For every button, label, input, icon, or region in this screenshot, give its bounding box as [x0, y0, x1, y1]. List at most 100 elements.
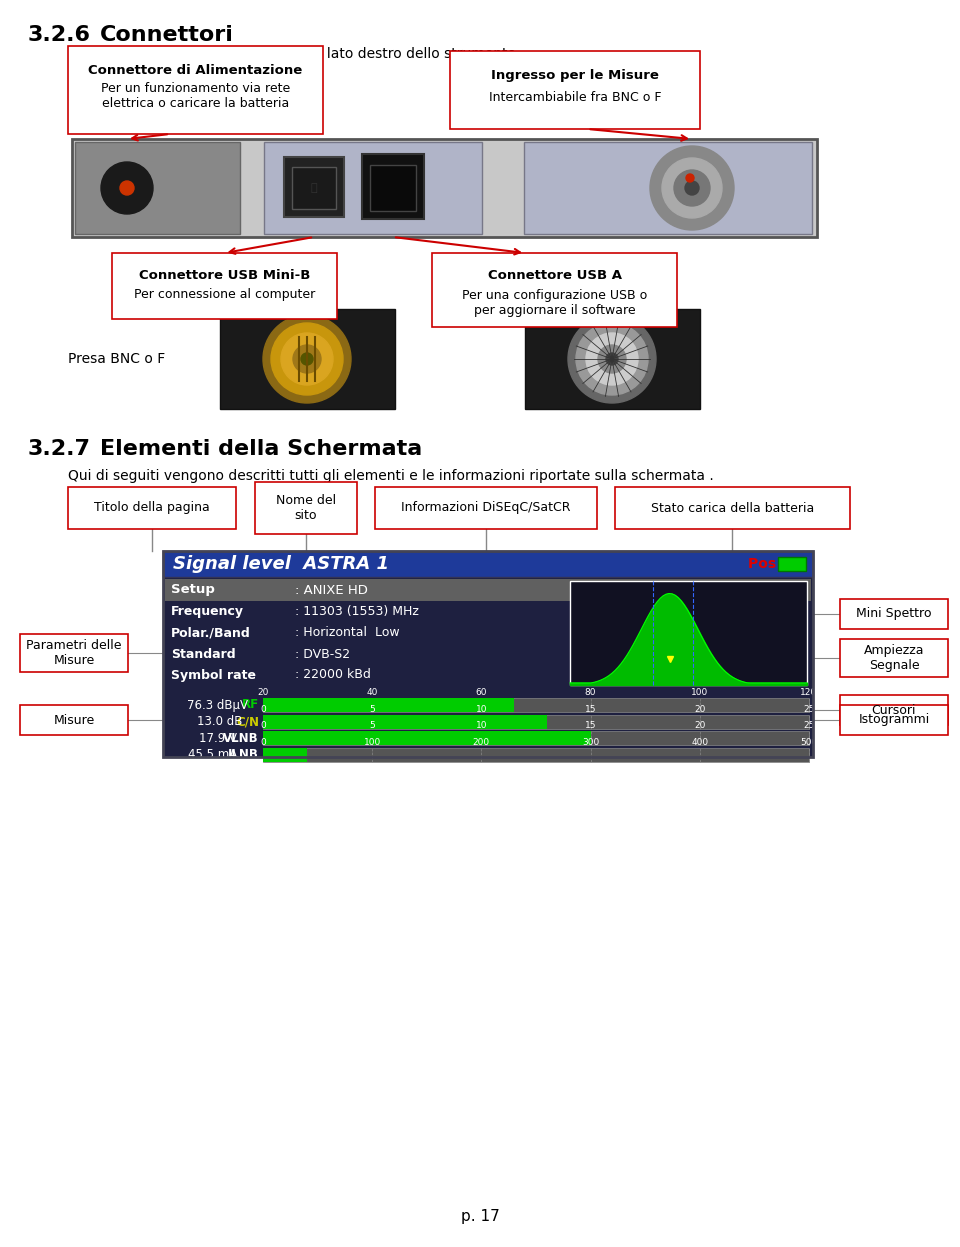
FancyBboxPatch shape [778, 557, 806, 571]
FancyBboxPatch shape [292, 167, 336, 209]
Text: : ANIXE HD: : ANIXE HD [295, 584, 368, 596]
Text: 13.0 dB: 13.0 dB [197, 716, 243, 728]
FancyBboxPatch shape [255, 483, 357, 534]
Text: Frequency: Frequency [171, 606, 244, 619]
FancyBboxPatch shape [284, 157, 344, 217]
FancyBboxPatch shape [68, 46, 323, 133]
FancyBboxPatch shape [72, 138, 817, 237]
FancyBboxPatch shape [375, 488, 597, 529]
Text: 80: 80 [585, 688, 596, 697]
Text: Polar./Band: Polar./Band [171, 626, 251, 640]
Text: 500: 500 [801, 738, 818, 747]
Circle shape [674, 170, 710, 206]
Text: Qui di seguiti vengono descritti tutti gli elementi e le informazioni riportate : Qui di seguiti vengono descritti tutti g… [68, 469, 713, 483]
Text: 17.9 V: 17.9 V [199, 732, 237, 744]
FancyBboxPatch shape [75, 142, 240, 234]
Circle shape [685, 181, 699, 195]
FancyBboxPatch shape [264, 142, 482, 234]
Text: 300: 300 [582, 738, 599, 747]
FancyBboxPatch shape [263, 731, 809, 746]
FancyBboxPatch shape [370, 165, 416, 211]
Text: Ingresso per le Misure: Ingresso per le Misure [492, 69, 659, 82]
Text: 0: 0 [260, 721, 266, 731]
FancyBboxPatch shape [263, 715, 547, 728]
Text: 120: 120 [801, 688, 818, 697]
Circle shape [101, 162, 153, 214]
Text: p. 17: p. 17 [461, 1210, 499, 1225]
Text: Symbol rate: Symbol rate [171, 668, 256, 682]
Text: 10: 10 [475, 705, 487, 713]
Circle shape [120, 181, 134, 195]
Text: 15: 15 [585, 721, 596, 731]
Text: 3.2.6: 3.2.6 [28, 25, 91, 45]
Text: Signal level  ASTRA 1: Signal level ASTRA 1 [173, 555, 389, 574]
Circle shape [568, 315, 656, 403]
Text: 20: 20 [257, 688, 269, 697]
Text: : DVB-S2: : DVB-S2 [295, 647, 350, 661]
Text: Setup: Setup [171, 584, 215, 596]
FancyBboxPatch shape [163, 577, 813, 757]
FancyBboxPatch shape [615, 488, 850, 529]
Text: Ampiezza
Segnale: Ampiezza Segnale [864, 643, 924, 672]
FancyBboxPatch shape [112, 253, 337, 319]
Text: Per connessione al computer: Per connessione al computer [133, 288, 315, 301]
Circle shape [293, 345, 321, 373]
Text: 76.3 dBμV: 76.3 dBμV [187, 698, 248, 712]
Text: 100: 100 [691, 688, 708, 697]
FancyBboxPatch shape [263, 731, 590, 746]
FancyBboxPatch shape [163, 551, 813, 577]
Text: Connettore USB Mini-B: Connettore USB Mini-B [139, 269, 310, 282]
Text: Istogrammi: Istogrammi [858, 713, 929, 727]
Text: 0: 0 [260, 705, 266, 713]
Text: Connettori: Connettori [100, 25, 234, 45]
Text: 15: 15 [585, 705, 596, 713]
Text: Stato carica della batteria: Stato carica della batteria [651, 501, 814, 515]
Text: Standard: Standard [171, 647, 235, 661]
Text: : Horizontal  Low: : Horizontal Low [295, 626, 399, 640]
Text: RF: RF [242, 698, 259, 712]
FancyBboxPatch shape [68, 488, 236, 529]
FancyBboxPatch shape [165, 579, 811, 601]
Text: 0: 0 [260, 738, 266, 747]
Circle shape [586, 333, 638, 385]
Text: Nome del
sito: Nome del sito [276, 494, 336, 522]
Text: ⬛: ⬛ [311, 183, 318, 193]
Text: 25: 25 [804, 721, 815, 731]
Text: 10: 10 [475, 721, 487, 731]
Text: Informazioni DiSEqC/SatCR: Informazioni DiSEqC/SatCR [401, 501, 571, 515]
Text: : 22000 kBd: : 22000 kBd [295, 668, 371, 682]
FancyBboxPatch shape [20, 633, 128, 672]
FancyBboxPatch shape [263, 698, 809, 712]
Text: Per una configurazione USB o
per aggiornare il software: Per una configurazione USB o per aggiorn… [462, 289, 647, 317]
Circle shape [598, 345, 626, 373]
FancyBboxPatch shape [840, 705, 948, 734]
FancyBboxPatch shape [840, 638, 948, 677]
Text: Presa BNC o F: Presa BNC o F [68, 352, 165, 367]
Circle shape [606, 353, 618, 365]
Text: Cursori: Cursori [872, 703, 916, 717]
Text: Titolo della pagina: Titolo della pagina [94, 501, 210, 515]
FancyBboxPatch shape [432, 253, 677, 327]
Text: 5: 5 [370, 721, 375, 731]
Circle shape [281, 333, 333, 385]
Circle shape [271, 323, 343, 395]
Text: 40: 40 [367, 688, 378, 697]
FancyBboxPatch shape [263, 698, 515, 712]
Text: : 11303 (1553) MHz: : 11303 (1553) MHz [295, 606, 419, 619]
Text: Parametri delle
Misure: Parametri delle Misure [26, 638, 122, 667]
Text: Misure: Misure [54, 713, 95, 727]
FancyBboxPatch shape [524, 142, 812, 234]
FancyBboxPatch shape [220, 309, 395, 409]
FancyBboxPatch shape [840, 695, 948, 725]
Text: 25: 25 [804, 705, 815, 713]
Text: Connettore di Alimentazione: Connettore di Alimentazione [88, 64, 302, 77]
Text: ILNB: ILNB [228, 748, 259, 762]
FancyBboxPatch shape [840, 599, 948, 628]
Text: 45.5 mA: 45.5 mA [188, 748, 237, 762]
Circle shape [301, 353, 313, 365]
Text: 20: 20 [694, 721, 706, 731]
FancyBboxPatch shape [450, 51, 700, 128]
Text: Tutti i connettori sono posizionati sul lato destro dello strumento.: Tutti i connettori sono posizionati sul … [68, 47, 520, 61]
FancyBboxPatch shape [570, 581, 807, 685]
Text: 200: 200 [473, 738, 490, 747]
